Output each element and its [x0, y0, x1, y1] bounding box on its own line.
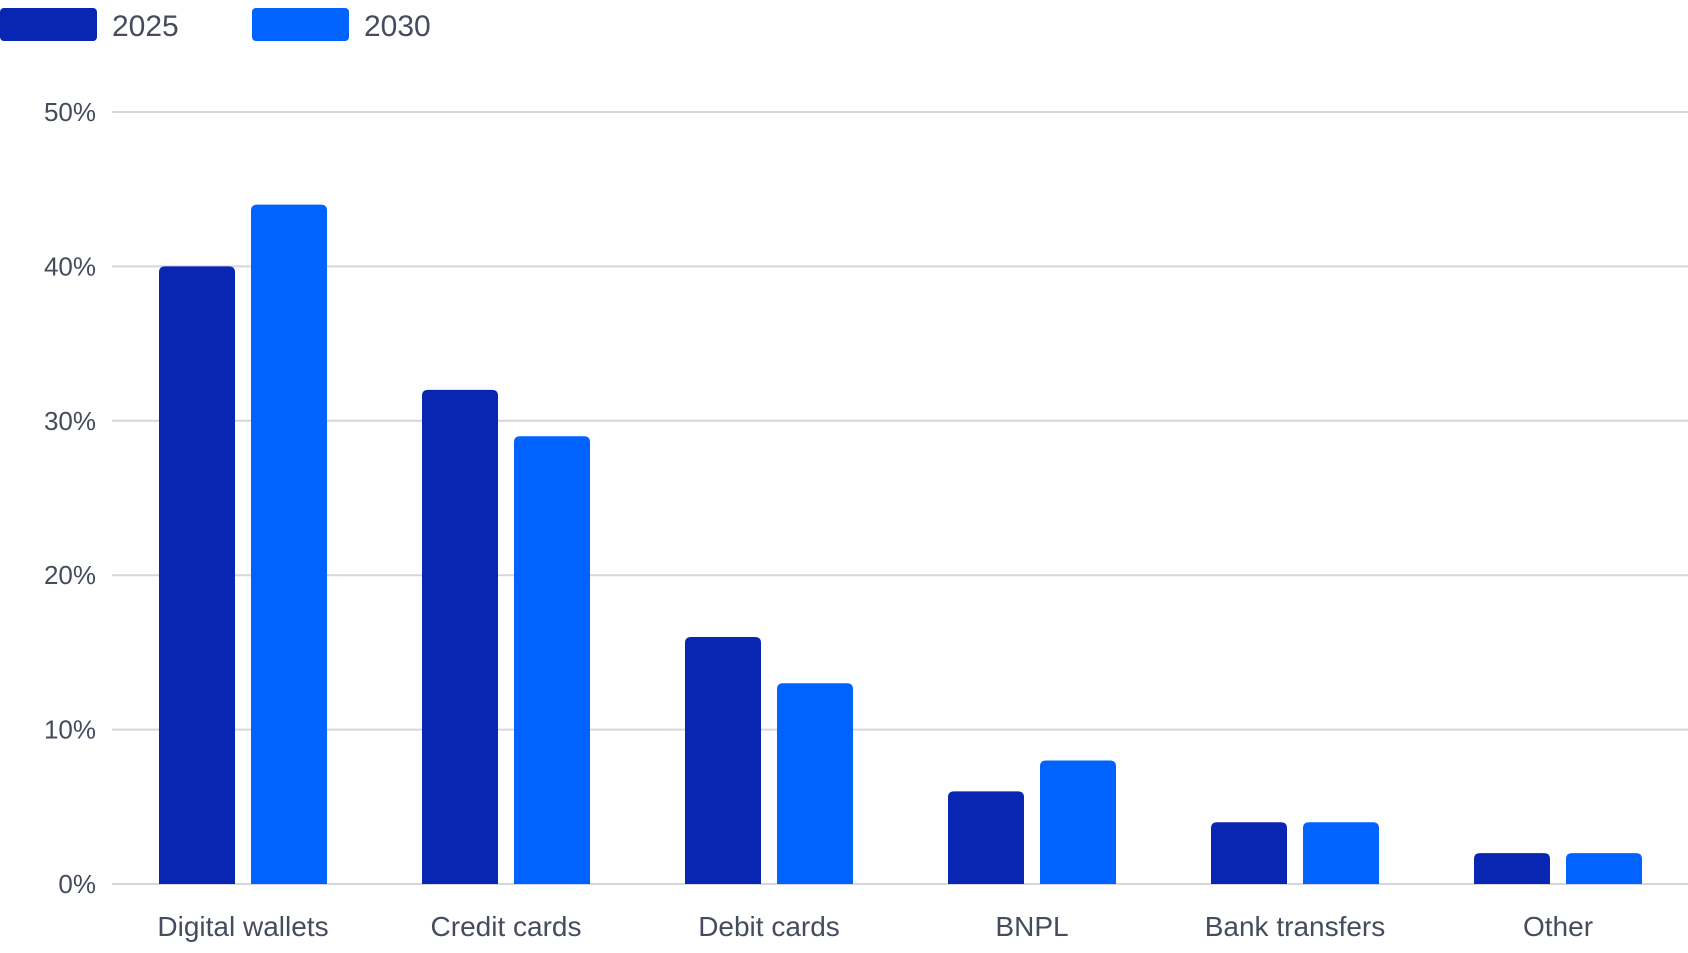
bar-debit-cards-2030	[777, 683, 853, 884]
x-tick-label-other: Other	[1523, 911, 1593, 942]
bar-debit-cards-2025	[685, 636, 761, 884]
y-tick-label-40: 40%	[44, 251, 96, 281]
gridlines	[112, 111, 1688, 885]
legend-label-2025: 2025	[112, 10, 179, 43]
x-tick-label-digital-wallets: Digital wallets	[157, 911, 328, 942]
bar-bnpl-2030	[1040, 760, 1116, 884]
bar-bank-transfers-2030	[1303, 822, 1379, 884]
y-tick-label-0: 0%	[58, 869, 96, 899]
y-tick-label-10: 10%	[44, 715, 96, 745]
y-tick-label-50: 50%	[44, 97, 96, 127]
bar-other-2025	[1474, 853, 1550, 884]
y-tick-label-20: 20%	[44, 560, 96, 590]
x-axis: Digital wallets Credit cards Debit cards BN…	[157, 911, 1593, 942]
y-axis: 0% 10% 20% 30% 40% 50%	[44, 97, 96, 899]
bar-credit-cards-2025	[422, 389, 498, 884]
bar-bank-transfers-2025	[1211, 822, 1287, 884]
bar-other-2030	[1566, 853, 1642, 884]
legend: 2025 2030	[0, 8, 431, 43]
y-tick-label-30: 30%	[44, 406, 96, 436]
bar-digital-wallets-2025	[159, 266, 235, 884]
x-tick-label-debit-cards: Debit cards	[698, 911, 840, 942]
bar-digital-wallets-2030	[251, 204, 327, 884]
legend-swatch-2025	[0, 8, 97, 41]
x-tick-label-credit-cards: Credit cards	[431, 911, 582, 942]
x-tick-label-bank-transfers: Bank transfers	[1205, 911, 1386, 942]
bars	[159, 204, 1642, 884]
bar-bnpl-2025	[948, 791, 1024, 884]
x-tick-label-bnpl: BNPL	[995, 911, 1068, 942]
bar-credit-cards-2030	[514, 436, 590, 884]
legend-label-2030: 2030	[364, 10, 431, 43]
legend-swatch-2030	[252, 8, 349, 41]
